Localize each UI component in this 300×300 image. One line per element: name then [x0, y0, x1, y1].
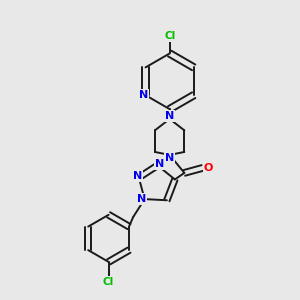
Text: N: N — [165, 152, 174, 163]
Text: Cl: Cl — [164, 32, 175, 41]
Text: N: N — [154, 159, 164, 169]
Text: N: N — [165, 111, 174, 121]
Text: N: N — [137, 194, 147, 204]
Text: N: N — [139, 90, 148, 100]
Text: N: N — [133, 171, 142, 181]
Text: O: O — [203, 163, 213, 173]
Text: Cl: Cl — [103, 277, 114, 286]
